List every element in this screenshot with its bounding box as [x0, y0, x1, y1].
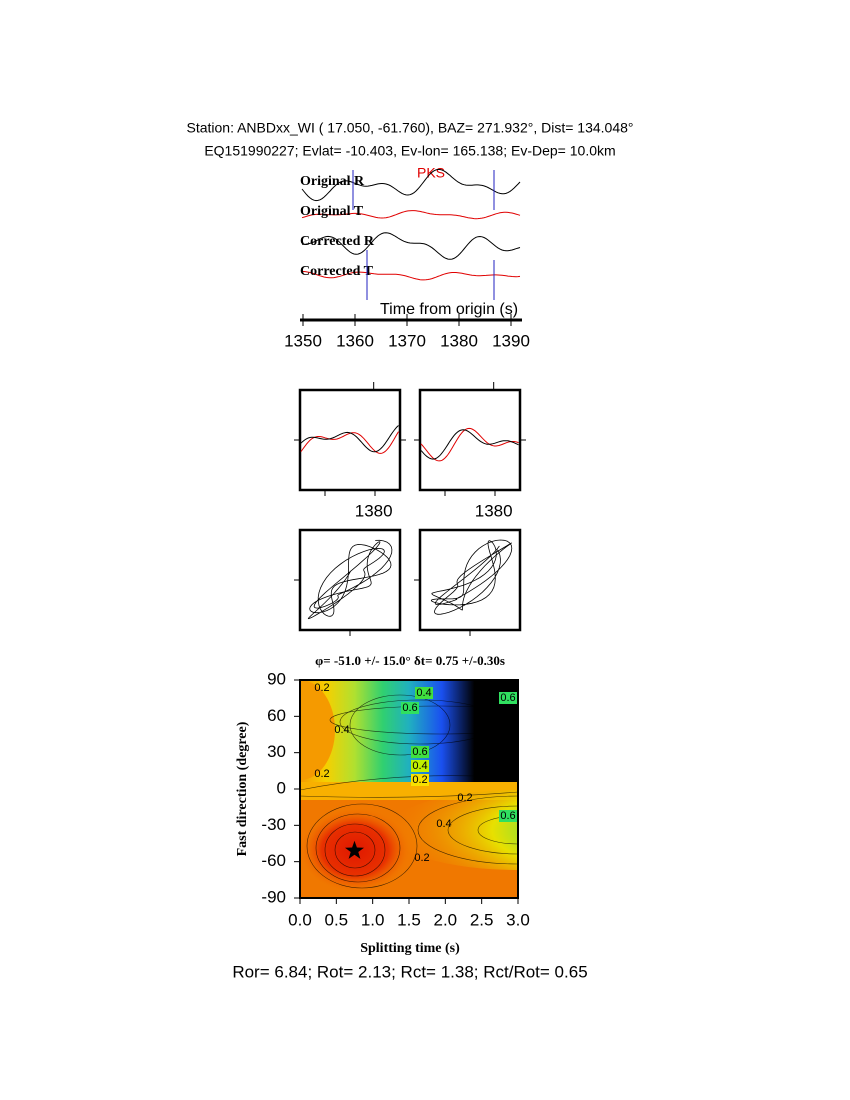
trace-label: Corrected T: [300, 264, 374, 279]
best-fit-marker: [345, 840, 364, 859]
trace: [300, 425, 399, 453]
contour-label: 0.6: [500, 692, 515, 704]
x-tick-label: 0.5: [325, 910, 349, 929]
trace-label: Original R: [300, 174, 365, 189]
trace: [301, 210, 521, 220]
x-axis-label: Splitting time (s): [360, 941, 460, 956]
contour-label: 0.6: [412, 746, 427, 758]
y-tick-label: 90: [267, 669, 286, 688]
contour-label: 0.6: [500, 810, 515, 822]
contour-label: 0.2: [314, 768, 329, 780]
contour-label: 0.4: [436, 818, 451, 830]
y-tick-label: 0: [277, 778, 286, 797]
contour-label-box: [499, 692, 517, 704]
x-tick-label: 1.0: [361, 910, 385, 929]
contour-label: 0.4: [416, 687, 431, 699]
x-tick-label: 1380: [440, 331, 478, 350]
time-axis-label: Time from origin (s): [380, 301, 518, 318]
trace: [420, 427, 519, 462]
particle-frame: [418, 528, 522, 632]
x-tick-label: 1390: [492, 331, 530, 350]
x-tick-label: 0.0: [288, 910, 312, 929]
particle-motion: [307, 539, 393, 620]
contour-label-box: [499, 810, 517, 822]
contour-label-box: [411, 774, 429, 786]
event-line: EQ151990227; Evlat= -10.403, Ev-lon= 165…: [204, 143, 615, 159]
station-line: Station: ANBDxx_WI ( 17.050, -61.760), B…: [186, 120, 633, 136]
particle-motion: [430, 539, 513, 615]
y-tick-label: -60: [261, 851, 286, 870]
footer-stats: Ror= 6.84; Rot= 2.13; Rct= 1.38; Rct/Rot…: [232, 962, 587, 981]
x-tick-label: 1380: [475, 501, 513, 520]
trace: [420, 429, 519, 460]
y-tick-label: -30: [261, 815, 286, 834]
y-axis-label: Fast direction (degree): [235, 721, 250, 856]
x-tick-label: 1.5: [397, 910, 421, 929]
trace: [301, 168, 521, 202]
y-tick-label: 60: [267, 706, 286, 725]
contour-label: 0.6: [402, 702, 417, 714]
window-frame: [418, 388, 522, 492]
trace: [300, 431, 399, 454]
y-tick-label: 30: [267, 742, 286, 761]
misfit-map: [300, 680, 518, 898]
x-tick-label: 1370: [388, 331, 426, 350]
window-frame: [298, 388, 402, 492]
contour-label-box: [411, 760, 429, 772]
contour-label-box: [401, 702, 419, 714]
trace: [302, 232, 521, 260]
contour-label: 0.4: [412, 760, 427, 772]
trace: [301, 270, 521, 281]
x-tick-label: 1360: [336, 331, 374, 350]
contour-label: 0.2: [412, 774, 427, 786]
trace-label: Corrected R: [300, 234, 375, 249]
contour-label: 0.2: [457, 792, 472, 804]
x-tick-label: 2.0: [434, 910, 458, 929]
trace-label: Original T: [300, 204, 364, 219]
x-tick-label: 2.5: [470, 910, 494, 929]
contour-label: 0.2: [414, 852, 429, 864]
x-tick-label: 1350: [284, 331, 322, 350]
x-tick-label: 1380: [355, 501, 393, 520]
contour-title: φ= -51.0 +/- 15.0° δt= 0.75 +/-0.30s: [315, 653, 505, 668]
contour-label: 0.4: [334, 724, 349, 736]
contour-label-box: [415, 687, 433, 699]
contour-label: 0.2: [314, 682, 329, 694]
x-tick-label: 3.0: [506, 910, 530, 929]
contour-label-box: [411, 746, 429, 758]
y-tick-label: -90: [261, 887, 286, 906]
